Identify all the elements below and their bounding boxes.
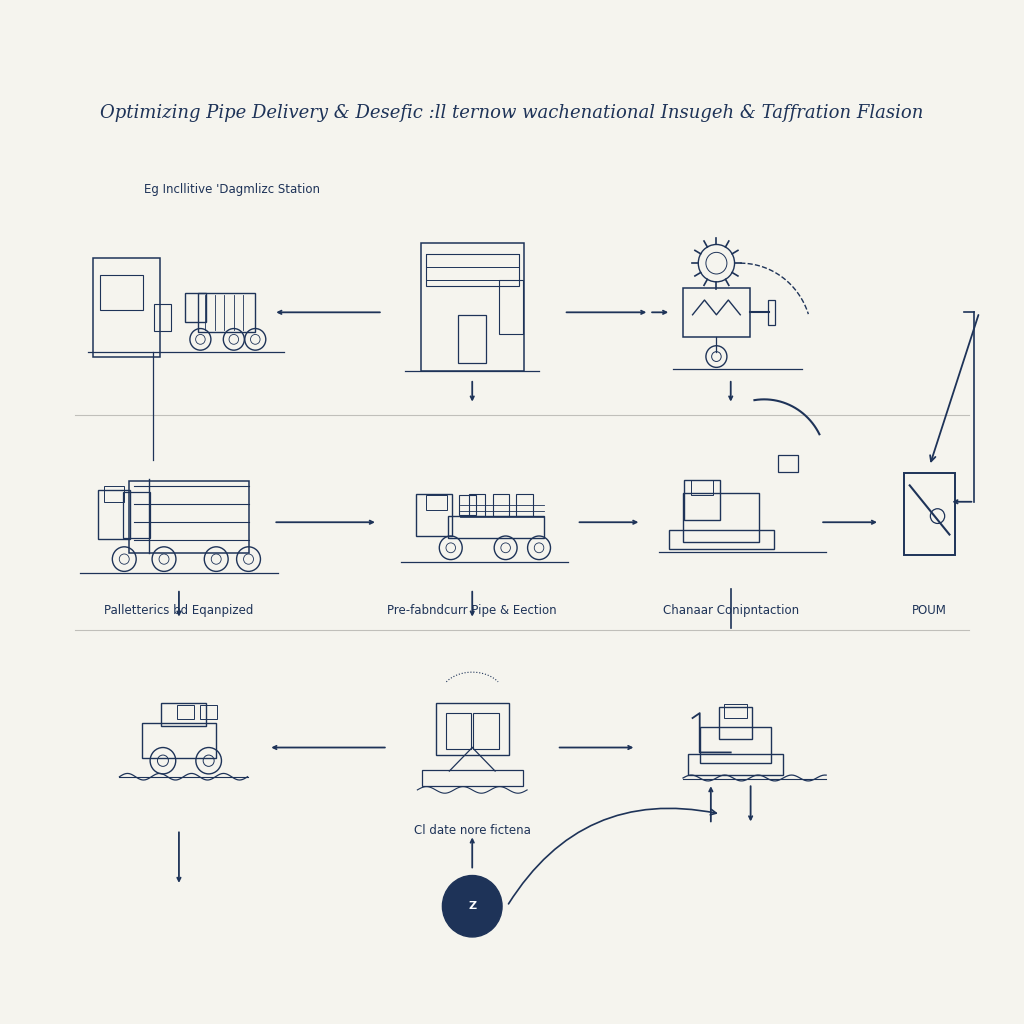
Bar: [683, 288, 750, 337]
Text: POUM: POUM: [912, 604, 947, 617]
Text: Palletterics bd Eqanpized: Palletterics bd Eqanpized: [104, 604, 254, 617]
Bar: [98, 490, 130, 539]
Bar: [142, 723, 215, 758]
Bar: [683, 493, 760, 542]
Text: Chanaar Conipntaction: Chanaar Conipntaction: [663, 604, 799, 617]
Text: Z: Z: [468, 901, 476, 911]
Bar: [724, 703, 748, 718]
Bar: [123, 492, 151, 538]
Bar: [768, 300, 775, 325]
Bar: [198, 293, 255, 332]
Text: Pre-fabndcurr Pipe & Eection: Pre-fabndcurr Pipe & Eection: [387, 604, 557, 617]
Bar: [177, 706, 195, 719]
Bar: [459, 496, 476, 515]
Bar: [200, 706, 217, 719]
Bar: [185, 293, 207, 323]
Bar: [129, 481, 249, 553]
Bar: [493, 494, 509, 516]
Text: Eg Incllitive 'Dagmlizc Station: Eg Incllitive 'Dagmlizc Station: [144, 183, 321, 196]
Bar: [458, 315, 486, 362]
Text: Optimizing Pipe Delivery & Desefic :ll ternow wachenational Insugeh & Taffration: Optimizing Pipe Delivery & Desefic :ll t…: [100, 103, 924, 122]
Bar: [416, 494, 452, 536]
Text: Cl date nore fictena: Cl date nore fictena: [414, 824, 530, 838]
Bar: [500, 281, 522, 334]
Circle shape: [442, 876, 502, 937]
Bar: [684, 480, 720, 520]
Bar: [435, 702, 509, 755]
Bar: [469, 494, 485, 516]
Bar: [516, 494, 534, 516]
Bar: [445, 714, 471, 749]
Bar: [100, 275, 143, 310]
Bar: [669, 529, 774, 549]
Bar: [691, 480, 713, 496]
Bar: [154, 304, 171, 331]
Bar: [699, 727, 771, 764]
Bar: [426, 496, 447, 510]
Bar: [719, 707, 753, 739]
Bar: [778, 455, 798, 472]
Bar: [449, 516, 544, 539]
Bar: [421, 243, 524, 371]
Bar: [93, 258, 160, 356]
Bar: [473, 714, 499, 749]
Bar: [904, 473, 955, 555]
Bar: [688, 755, 783, 775]
Bar: [161, 702, 207, 726]
Bar: [426, 254, 519, 286]
Bar: [104, 486, 124, 502]
Bar: [422, 770, 522, 786]
